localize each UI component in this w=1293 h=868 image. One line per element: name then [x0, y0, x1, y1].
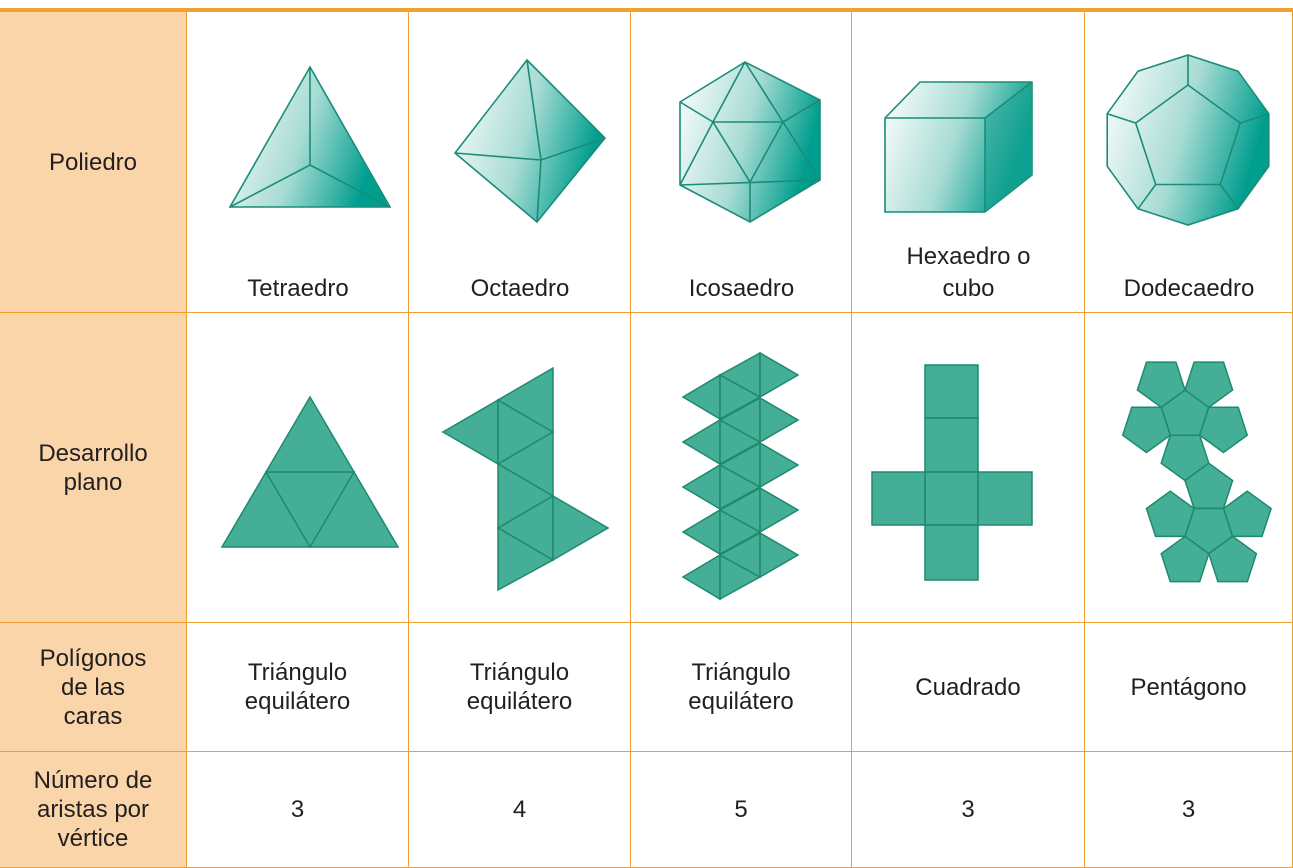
cube	[884, 81, 1033, 213]
solid-name: Tetraedro	[187, 225, 409, 305]
row-header: Poliedro	[0, 12, 187, 313]
solid-cell	[409, 12, 631, 313]
solid-name-text: Icosaedro	[688, 275, 795, 302]
edges-text: 5	[734, 796, 748, 823]
solid-cell	[187, 12, 409, 313]
solid-cell	[852, 12, 1085, 313]
row-header-text: Desarrollo plano	[38, 439, 148, 496]
edges-text: 3	[290, 796, 305, 823]
solid-name: Hexaedro o cubo	[852, 225, 1085, 305]
cube-net	[871, 364, 1033, 581]
edges-text: 3	[961, 796, 975, 823]
net-cell	[187, 313, 409, 623]
faces-cell: Pentágono	[1085, 623, 1293, 752]
octahedron-net	[441, 366, 610, 592]
faces-text: Triángulo equilátero	[244, 659, 351, 715]
solid-name-text: Tetraedro	[247, 275, 349, 302]
top-rule	[0, 8, 1293, 12]
faces-cell: Triángulo equilátero	[409, 623, 631, 752]
solid-name: Icosaedro	[631, 225, 852, 305]
faces-text: Triángulo equilátero	[466, 659, 573, 715]
tetrahedron-net	[220, 395, 400, 549]
faces-text: Pentágono	[1130, 673, 1247, 701]
solid-name: Octaedro	[409, 225, 631, 305]
faces-cell: Triángulo equilátero	[187, 623, 409, 752]
edges-text: 4	[512, 796, 527, 823]
tetrahedron	[228, 65, 392, 208]
solid-name: Dodecaedro	[1085, 225, 1293, 305]
row-header-text: Poliedro	[48, 148, 138, 176]
row-header: Desarrollo plano	[0, 313, 187, 623]
dodecahedron	[1106, 54, 1270, 226]
faces-cell: Cuadrado	[852, 623, 1085, 752]
octahedron	[453, 58, 607, 224]
solid-cell	[631, 12, 852, 313]
row-header-text: Número de aristas por vértice	[33, 767, 153, 852]
row-header: Polígonos de las caras	[0, 623, 187, 752]
solid-name-text: Octaedro	[470, 275, 570, 302]
faces-text: Triángulo equilátero	[688, 659, 794, 715]
edges-text: 3	[1181, 796, 1196, 823]
net-cell	[631, 313, 852, 623]
dodecahedron-net	[1121, 361, 1272, 583]
net-cell	[852, 313, 1085, 623]
icosahedron	[679, 61, 821, 223]
net-cell	[409, 313, 631, 623]
faces-text: Cuadrado	[915, 673, 1021, 701]
icosahedron-net	[681, 351, 800, 601]
row-header-text: Polígonos de las caras	[39, 644, 147, 730]
solid-name-text: Dodecaedro	[1123, 275, 1255, 302]
solid-name-text: Hexaedro o cubo	[906, 243, 1031, 302]
faces-cell: Triángulo equilátero	[631, 623, 852, 752]
row-header: Número de aristas por vértice	[0, 752, 187, 868]
